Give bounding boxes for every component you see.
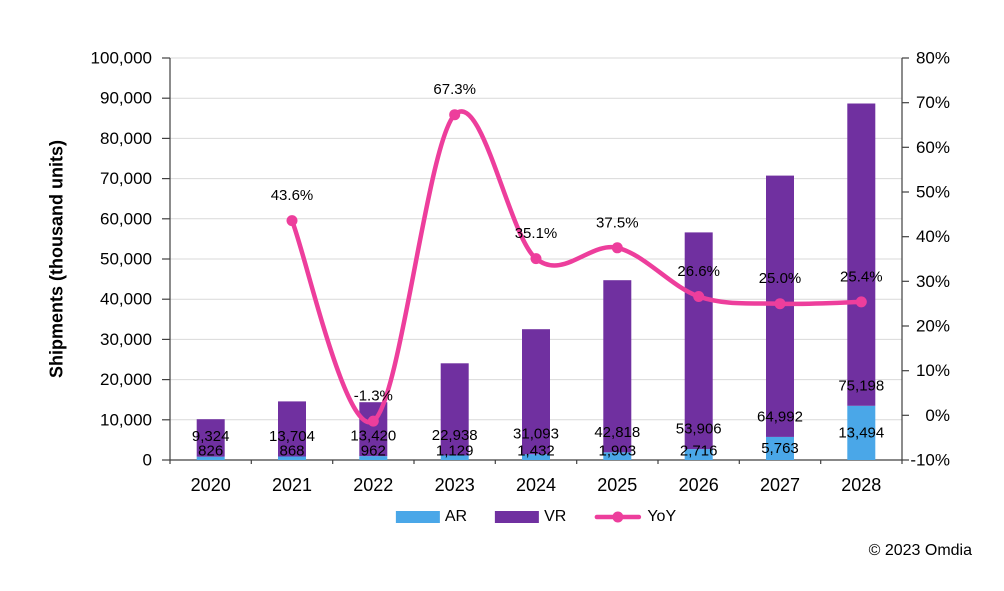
- ar-bar-segment: [847, 405, 876, 460]
- yoy-marker: [286, 215, 298, 227]
- ar-bar-segment: [278, 456, 306, 460]
- right-axis-tick-label: 30%: [916, 272, 950, 291]
- right-axis-tick-label: 80%: [916, 49, 950, 68]
- left-axis-tick-label: 80,000: [100, 129, 152, 148]
- vr-bar-segment: [522, 329, 550, 455]
- ar-bar-segment: [766, 436, 794, 460]
- yoy-marker: [611, 242, 623, 254]
- yoy-data-label: 35.1%: [515, 225, 558, 242]
- right-axis-tick-label: 60%: [916, 138, 950, 157]
- vr-data-label: 53,906: [676, 421, 722, 438]
- yoy-marker: [449, 109, 461, 121]
- yoy-data-label: 67.3%: [433, 81, 476, 98]
- left-axis-tick-label: 50,000: [100, 250, 152, 269]
- ar-bar-segment: [522, 454, 550, 460]
- left-axis-tick-label: 10,000: [100, 410, 152, 429]
- legend-label-ar: AR: [444, 508, 468, 525]
- vr-data-label: 75,198: [838, 377, 884, 394]
- copyright-text: © 2023 Omdia: [868, 542, 972, 559]
- ar-bar-segment: [196, 456, 225, 460]
- ar-data-label: 1,903: [599, 443, 637, 460]
- right-axis-tick-label: 40%: [916, 227, 950, 246]
- ar-bar-segment: [603, 452, 632, 460]
- vr-data-label: 13,704: [269, 428, 315, 445]
- left-axis-tick-label: 100,000: [91, 49, 152, 68]
- right-axis-tick-label: 10%: [916, 361, 950, 380]
- vr-bar-segment: [684, 232, 713, 450]
- legend: AR VR YoY: [395, 508, 676, 526]
- right-axis-tick-label: 70%: [916, 93, 950, 112]
- vr-data-label: 42,818: [594, 424, 640, 441]
- legend-item-yoy: YoY: [594, 508, 676, 526]
- right-axis-tick-label: -10%: [910, 451, 950, 470]
- vr-legend-swatch: [495, 511, 540, 523]
- legend-label-yoy: YoY: [647, 508, 677, 525]
- right-axis-tick-label: 20%: [916, 317, 950, 336]
- yoy-data-label: -1.3%: [354, 388, 393, 405]
- x-axis-category-label: 2025: [597, 475, 637, 495]
- vr-bar-segment: [847, 103, 876, 406]
- x-axis-category-label: 2027: [760, 475, 800, 495]
- ar-data-label: 962: [361, 443, 386, 460]
- yoy-data-label: 25.4%: [840, 268, 883, 285]
- yoy-data-label: 25.0%: [759, 270, 802, 287]
- right-axis-tick-label: 0%: [925, 406, 950, 425]
- yoy-data-label: 26.6%: [677, 263, 720, 280]
- vr-data-label: 9,324: [192, 428, 230, 445]
- vr-bar-segment: [603, 280, 632, 453]
- ar-data-label: 2,716: [680, 443, 718, 460]
- ar-data-label: 13,494: [838, 424, 884, 441]
- yoy-marker: [530, 253, 542, 265]
- vr-data-label: 22,938: [432, 427, 478, 444]
- x-axis-category-label: 2026: [679, 475, 719, 495]
- x-axis-category-label: 2028: [841, 475, 881, 495]
- yoy-data-label: 37.5%: [596, 214, 639, 231]
- left-axis-tick-label: 60,000: [100, 209, 152, 228]
- ar-data-label: 5,763: [761, 440, 799, 457]
- yoy-marker: [367, 415, 379, 427]
- x-axis-category-label: 2021: [272, 475, 312, 495]
- ar-data-label: 1,129: [436, 443, 474, 460]
- vr-bar-segment: [196, 419, 225, 457]
- left-axis-tick-label: 30,000: [100, 330, 152, 349]
- yoy-legend-line-sample: [595, 511, 642, 523]
- ar-bar-segment: [359, 456, 388, 460]
- left-axis-tick-label: 0: [143, 451, 152, 470]
- ar-bar-segment: [684, 449, 713, 460]
- left-axis-tick-label: 70,000: [100, 169, 152, 188]
- vr-data-label: 13,420: [350, 428, 396, 445]
- vr-data-label: 64,992: [757, 408, 803, 425]
- vr-data-label: 31,093: [513, 426, 559, 443]
- left-axis-tick-label: 90,000: [100, 89, 152, 108]
- ar-bar-segment: [440, 455, 469, 460]
- left-axis-tick-label: 40,000: [100, 290, 152, 309]
- x-axis-category-label: 2022: [353, 475, 393, 495]
- yoy-marker: [855, 296, 867, 308]
- left-axis-tick-label: 20,000: [100, 370, 152, 389]
- yoy-marker: [774, 298, 786, 310]
- vr-bar-segment: [440, 363, 469, 456]
- right-axis-tick-label: 50%: [916, 183, 950, 202]
- ar-legend-swatch: [395, 511, 440, 523]
- legend-label-vr: VR: [544, 508, 567, 525]
- ar-data-label: 868: [279, 443, 304, 460]
- x-axis-category-label: 2020: [191, 475, 231, 495]
- legend-item-vr: VR: [495, 508, 566, 526]
- ar-data-label: 1,432: [517, 443, 555, 460]
- x-axis-category-label: 2023: [435, 475, 475, 495]
- x-axis-category-label: 2024: [516, 475, 556, 495]
- vr-bar-segment: [278, 401, 306, 457]
- yoy-marker: [693, 291, 705, 302]
- legend-item-ar: AR: [395, 508, 468, 526]
- ar-data-label: 826: [198, 443, 223, 460]
- yoy-data-label: 43.6%: [271, 187, 314, 204]
